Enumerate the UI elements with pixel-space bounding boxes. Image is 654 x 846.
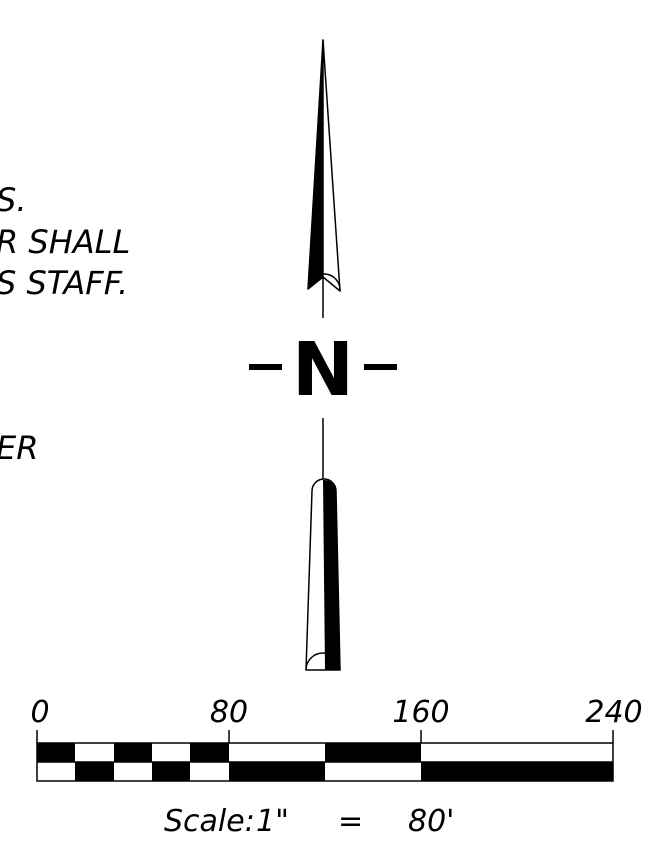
scale-bar: 0 80 160 240 Scale: 1" = 80': [30, 695, 642, 839]
scale-tick-label-80: 80: [210, 695, 248, 730]
scale-caption-drawing-value: 1": [256, 804, 289, 839]
scale-tick-label-0: 0: [30, 695, 49, 730]
north-dash-right: [364, 364, 397, 370]
scale-caption-ground-value: 80': [408, 804, 454, 839]
scale-caption: Scale: 1" = 80': [164, 804, 454, 839]
note-line-3: S STAFF.: [0, 264, 128, 302]
scale-tick-label-160: 160: [392, 695, 449, 730]
north-marker: N: [249, 327, 397, 413]
north-dash-left: [249, 364, 282, 370]
note-line-2: R SHALL: [0, 223, 130, 261]
scale-caption-equals: =: [338, 804, 363, 839]
north-arrow: N: [249, 39, 397, 671]
north-letter: N: [292, 327, 354, 413]
general-notes: S. R SHALL S STAFF. ER: [0, 181, 130, 467]
scale-tick-label-240: 240: [585, 695, 642, 730]
note-line-4: ER: [0, 429, 38, 467]
south-tail: [305, 418, 341, 671]
scale-caption-prefix: Scale:: [164, 804, 255, 839]
note-line-1: S.: [0, 181, 26, 219]
north-needle: [307, 39, 341, 318]
